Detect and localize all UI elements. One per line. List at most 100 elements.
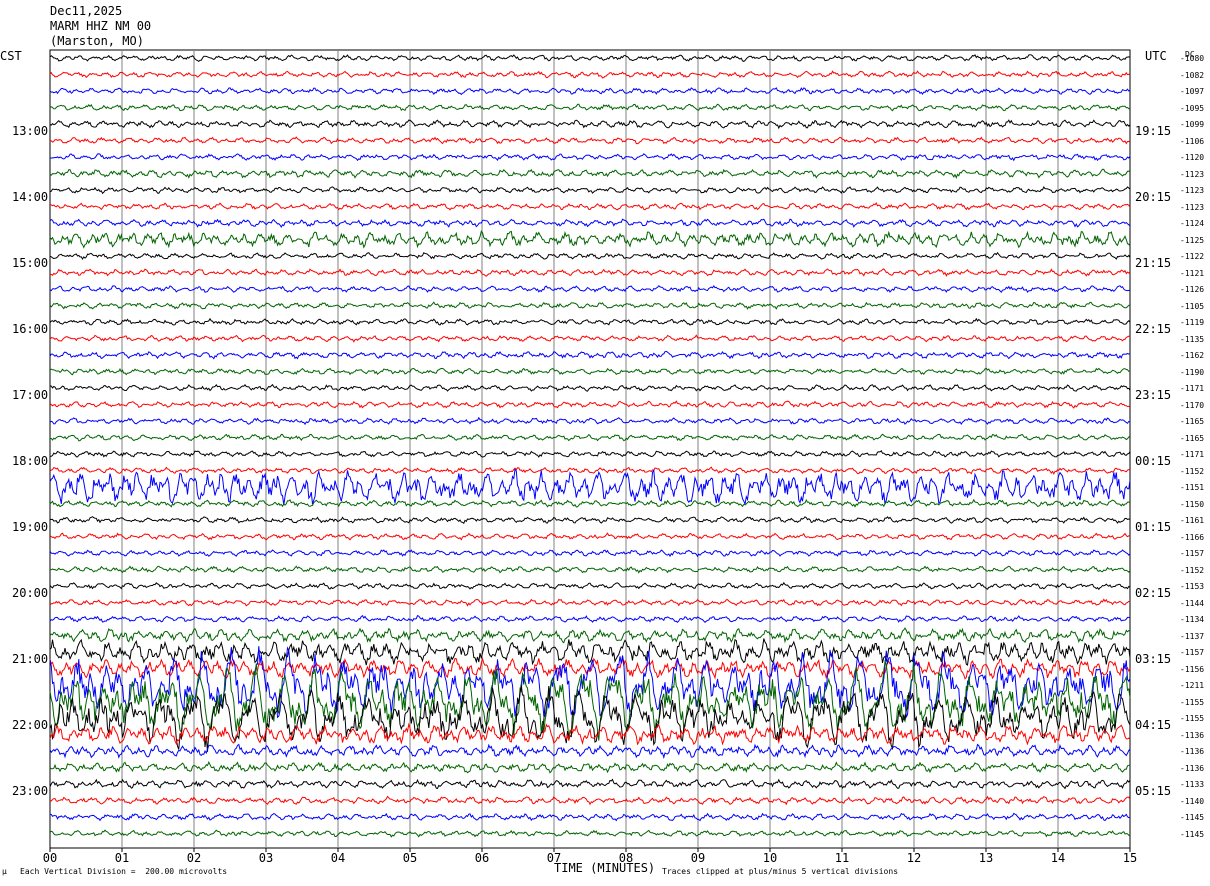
trace-line-45 bbox=[49, 795, 1131, 806]
dc-offset-label: -1166 bbox=[1180, 532, 1205, 542]
dc-offset-label: -1082 bbox=[1180, 70, 1205, 80]
dc-offset-label: -1145 bbox=[1180, 829, 1205, 839]
dc-offset-label: -1161 bbox=[1180, 516, 1205, 525]
x-tick-label: 06 bbox=[474, 851, 490, 865]
dc-offset-label: -1170 bbox=[1180, 400, 1205, 410]
x-tick-label: 00 bbox=[42, 851, 58, 865]
x-tick-label: 12 bbox=[906, 851, 922, 865]
x-tick-label: 10 bbox=[762, 851, 778, 865]
trace-line-36 bbox=[49, 638, 1131, 666]
hour-label-local: 14:00 bbox=[12, 190, 49, 204]
trace-line-32 bbox=[49, 581, 1131, 591]
x-tick-label: 02 bbox=[186, 851, 202, 865]
minute-grid bbox=[49, 49, 1131, 849]
trace-line-23 bbox=[50, 433, 1131, 442]
trace-line-10 bbox=[49, 218, 1131, 228]
dc-offset-label: -1124 bbox=[1180, 219, 1205, 228]
trace-line-27 bbox=[49, 498, 1131, 508]
trace-line-8 bbox=[49, 186, 1131, 195]
x-tick-label: 07 bbox=[546, 851, 562, 865]
dc-offset-label: -1155 bbox=[1180, 714, 1205, 723]
trace-line-31 bbox=[50, 565, 1131, 574]
trace-line-11 bbox=[49, 230, 1131, 249]
trace-line-46 bbox=[49, 812, 1130, 822]
location-label: (Marston, MO) bbox=[50, 34, 144, 48]
dc-offset-label: -1171 bbox=[1180, 450, 1205, 459]
clip-note: Traces clipped at plus/minus 5 vertical … bbox=[662, 867, 899, 876]
dc-offset-label: -1151 bbox=[1180, 483, 1205, 492]
hour-label-utc: 02:15 bbox=[1135, 586, 1172, 600]
hour-label-local: 13:00 bbox=[12, 124, 49, 138]
trace-line-25 bbox=[49, 466, 1131, 475]
dc-offset-label: -1123 bbox=[1180, 202, 1205, 212]
hour-label-utc: 01:15 bbox=[1135, 520, 1172, 534]
trace-line-4 bbox=[49, 119, 1131, 130]
dc-offset-label: -1105 bbox=[1180, 301, 1205, 311]
hour-label-utc: 03:15 bbox=[1135, 652, 1172, 666]
dc-offset-label: -1106 bbox=[1180, 136, 1205, 146]
dc-offset-label: -1121 bbox=[1180, 268, 1205, 278]
trace-line-14 bbox=[49, 284, 1131, 294]
hour-label-utc: 00:15 bbox=[1135, 454, 1172, 468]
x-tick-label: 09 bbox=[690, 851, 706, 865]
left-timezone-label: CST bbox=[0, 49, 22, 63]
dc-offset-label: -1136 bbox=[1180, 747, 1205, 756]
trace-line-47 bbox=[49, 829, 1131, 838]
dc-offset-label: -1155 bbox=[1180, 697, 1205, 707]
hour-label-local: 15:00 bbox=[12, 256, 49, 270]
trace-line-12 bbox=[49, 251, 1131, 260]
x-tick-label: 04 bbox=[330, 851, 346, 865]
dc-offset-label: -1145 bbox=[1180, 813, 1205, 822]
trace-line-30 bbox=[49, 549, 1131, 558]
dc-offset-label: -1140 bbox=[1180, 796, 1205, 806]
dc-offset-label: -1123 bbox=[1180, 186, 1205, 195]
dc-offset-label: -1144 bbox=[1180, 598, 1205, 608]
dc-offset-label: -1125 bbox=[1180, 235, 1205, 245]
station-label: MARM HHZ NM 00 bbox=[50, 19, 152, 33]
plot-frame bbox=[49, 49, 1131, 849]
dc-offset-label: -1152 bbox=[1180, 565, 1205, 575]
trace-line-43 bbox=[49, 760, 1131, 774]
hour-label-local: 16:00 bbox=[12, 322, 49, 336]
hour-label-local: 20:00 bbox=[12, 586, 49, 600]
x-tick-label: 05 bbox=[402, 851, 418, 865]
right-timezone-label: UTC bbox=[1145, 49, 1167, 63]
x-axis bbox=[49, 848, 1131, 852]
trace-line-22 bbox=[49, 416, 1131, 426]
division-note: Each Vertical Division = 200.00 microvol… bbox=[20, 867, 228, 876]
dc-offset-label: -1157 bbox=[1180, 549, 1205, 558]
trace-line-1 bbox=[49, 70, 1131, 79]
dc-offset-label: -1120 bbox=[1180, 153, 1205, 162]
date-label: Dec11,2025 bbox=[50, 4, 123, 18]
dc-offset-label: -1153 bbox=[1180, 582, 1205, 591]
dc-offset-label: -1165 bbox=[1180, 417, 1205, 426]
trace-line-16 bbox=[49, 317, 1131, 326]
trace-line-42 bbox=[49, 743, 1131, 760]
trace-line-2 bbox=[49, 87, 1131, 96]
hour-label-local: 22:00 bbox=[12, 718, 49, 732]
seismic-traces bbox=[49, 54, 1131, 838]
dc-offset-label: -1133 bbox=[1180, 780, 1205, 789]
dc-offset-label: -1137 bbox=[1180, 631, 1205, 641]
x-tick-label: 11 bbox=[834, 851, 850, 865]
hour-label-local: 21:00 bbox=[12, 652, 49, 666]
trace-line-13 bbox=[49, 268, 1131, 277]
dc-offset-label: -1126 bbox=[1180, 285, 1205, 294]
hour-label-local: 19:00 bbox=[12, 520, 49, 534]
x-tick-label: 14 bbox=[1050, 851, 1066, 865]
trace-line-26 bbox=[49, 468, 1131, 507]
dc-offset-label: -1211 bbox=[1180, 681, 1205, 690]
scale-mark: µ bbox=[2, 867, 7, 876]
dc-offset-label: -1123 bbox=[1180, 169, 1205, 179]
dc-offset-label: -1136 bbox=[1180, 730, 1205, 740]
x-axis-title: TIME (MINUTES) bbox=[554, 861, 656, 875]
dc-header-label: DC bbox=[1185, 50, 1195, 59]
trace-line-6 bbox=[49, 153, 1131, 162]
trace-line-0 bbox=[49, 54, 1131, 63]
hour-label-utc: 20:15 bbox=[1135, 190, 1172, 204]
dc-offset-label: -1171 bbox=[1180, 384, 1205, 393]
dc-offset-label: -1190 bbox=[1180, 367, 1205, 377]
trace-line-39 bbox=[49, 659, 1131, 741]
hour-label-utc: 22:15 bbox=[1135, 322, 1172, 336]
